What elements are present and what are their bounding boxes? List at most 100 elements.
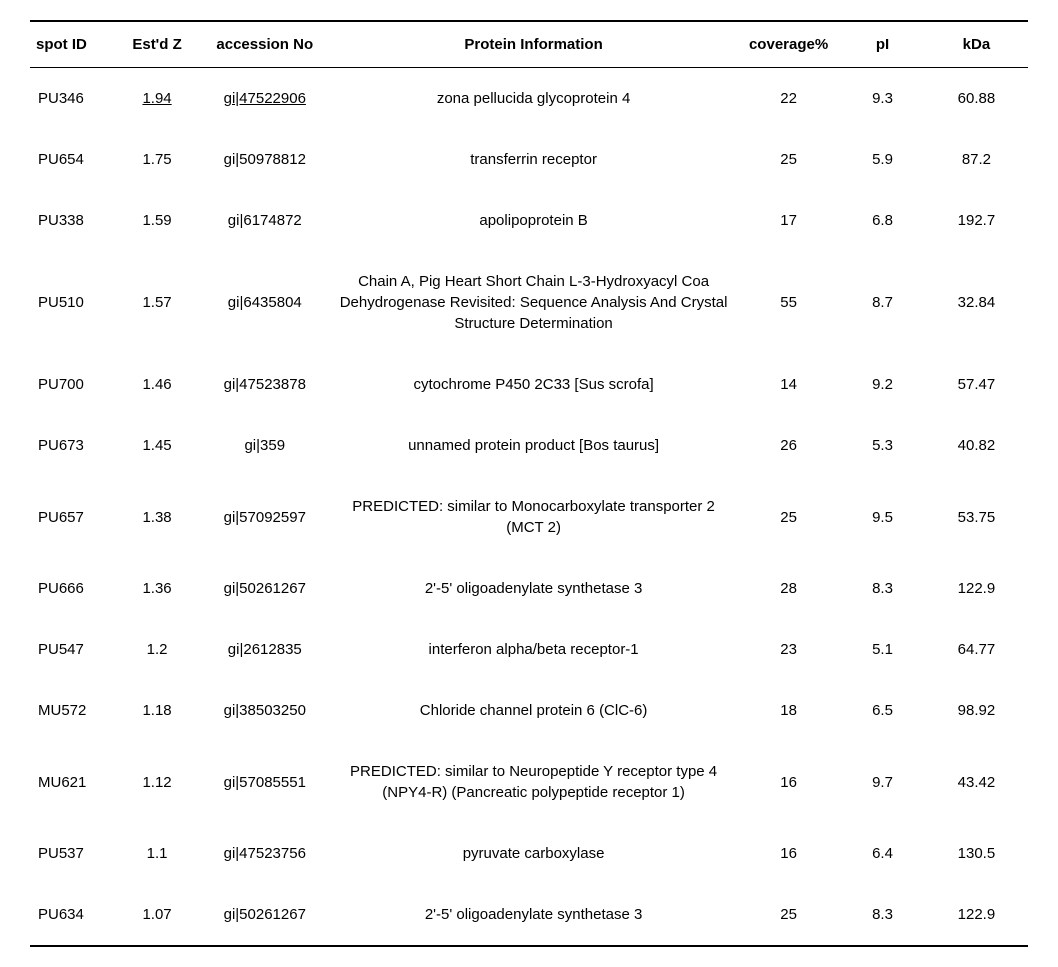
table-row: PU3461.94gi|47522906zona pellucida glyco… [30,68,1028,130]
cell-accession: gi|50261267 [199,884,330,946]
cell-est-z: 1.59 [115,190,200,251]
cell-est-z: 1.45 [115,415,200,476]
cell-spot-id: PU666 [30,558,115,619]
cell-spot-id: PU346 [30,68,115,130]
cell-accession: gi|57085551 [199,741,330,823]
cell-est-z: 1.46 [115,354,200,415]
cell-est-z: 1.75 [115,129,200,190]
header-accession: accession No [199,21,330,68]
cell-protein-info: Chloride channel protein 6 (ClC-6) [330,680,737,741]
table-row: MU6211.12gi|57085551PREDICTED: similar t… [30,741,1028,823]
cell-est-z: 1.12 [115,741,200,823]
cell-coverage: 16 [737,741,840,823]
cell-est-z: 1.18 [115,680,200,741]
cell-pi: 9.2 [840,354,925,415]
cell-est-z: 1.1 [115,823,200,884]
cell-accession: gi|47523756 [199,823,330,884]
cell-coverage: 25 [737,884,840,946]
cell-spot-id: PU700 [30,354,115,415]
cell-est-z: 1.38 [115,476,200,558]
cell-spot-id: MU572 [30,680,115,741]
cell-kda: 122.9 [925,884,1028,946]
header-coverage: coverage% [737,21,840,68]
cell-coverage: 25 [737,476,840,558]
table-row: PU6341.07gi|502612672'-5' oligoadenylate… [30,884,1028,946]
cell-coverage: 16 [737,823,840,884]
cell-spot-id: PU657 [30,476,115,558]
cell-pi: 8.3 [840,884,925,946]
cell-spot-id: PU634 [30,884,115,946]
cell-accession: gi|57092597 [199,476,330,558]
cell-accession: gi|6174872 [199,190,330,251]
cell-pi: 8.3 [840,558,925,619]
cell-spot-id: PU654 [30,129,115,190]
cell-pi: 8.7 [840,251,925,354]
cell-pi: 5.1 [840,619,925,680]
cell-protein-info: apolipoprotein B [330,190,737,251]
cell-coverage: 18 [737,680,840,741]
cell-accession: gi|47522906 [199,68,330,130]
cell-pi: 9.5 [840,476,925,558]
cell-kda: 43.42 [925,741,1028,823]
cell-kda: 32.84 [925,251,1028,354]
cell-pi: 9.7 [840,741,925,823]
cell-protein-info: cytochrome P450 2C33 [Sus scrofa] [330,354,737,415]
table-row: PU6571.38gi|57092597PREDICTED: similar t… [30,476,1028,558]
cell-protein-info: interferon alpha/beta receptor-1 [330,619,737,680]
cell-accession: gi|50261267 [199,558,330,619]
cell-protein-info: Chain A, Pig Heart Short Chain L-3-Hydro… [330,251,737,354]
table-row: PU6731.45gi|359unnamed protein product [… [30,415,1028,476]
table-row: PU5371.1gi|47523756pyruvate carboxylase1… [30,823,1028,884]
cell-coverage: 28 [737,558,840,619]
cell-spot-id: PU537 [30,823,115,884]
header-kda: kDa [925,21,1028,68]
cell-accession: gi|50978812 [199,129,330,190]
cell-protein-info: 2'-5' oligoadenylate synthetase 3 [330,884,737,946]
cell-accession: gi|38503250 [199,680,330,741]
cell-pi: 9.3 [840,68,925,130]
cell-accession: gi|359 [199,415,330,476]
cell-spot-id: PU510 [30,251,115,354]
cell-spot-id: PU673 [30,415,115,476]
table-row: PU5471.2gi|2612835interferon alpha/beta … [30,619,1028,680]
cell-coverage: 22 [737,68,840,130]
cell-accession: gi|6435804 [199,251,330,354]
cell-protein-info: transferrin receptor [330,129,737,190]
cell-kda: 60.88 [925,68,1028,130]
table-row: PU6541.75gi|50978812transferrin receptor… [30,129,1028,190]
cell-coverage: 23 [737,619,840,680]
cell-kda: 98.92 [925,680,1028,741]
cell-kda: 40.82 [925,415,1028,476]
cell-protein-info: zona pellucida glycoprotein 4 [330,68,737,130]
cell-accession: gi|47523878 [199,354,330,415]
cell-spot-id: PU547 [30,619,115,680]
cell-kda: 122.9 [925,558,1028,619]
cell-est-z: 1.57 [115,251,200,354]
header-pi: pI [840,21,925,68]
cell-pi: 6.8 [840,190,925,251]
protein-table: spot ID Est'd Z accession No Protein Inf… [30,20,1028,947]
cell-kda: 130.5 [925,823,1028,884]
cell-coverage: 55 [737,251,840,354]
table-row: PU6661.36gi|502612672'-5' oligoadenylate… [30,558,1028,619]
cell-kda: 53.75 [925,476,1028,558]
cell-protein-info: PREDICTED: similar to Monocarboxylate tr… [330,476,737,558]
cell-spot-id: PU338 [30,190,115,251]
cell-pi: 6.4 [840,823,925,884]
cell-accession: gi|2612835 [199,619,330,680]
header-spot-id: spot ID [30,21,115,68]
cell-kda: 87.2 [925,129,1028,190]
cell-est-z: 1.2 [115,619,200,680]
cell-coverage: 14 [737,354,840,415]
cell-protein-info: 2'-5' oligoadenylate synthetase 3 [330,558,737,619]
cell-kda: 64.77 [925,619,1028,680]
cell-protein-info: PREDICTED: similar to Neuropeptide Y rec… [330,741,737,823]
cell-protein-info: pyruvate carboxylase [330,823,737,884]
cell-coverage: 25 [737,129,840,190]
table-row: PU3381.59gi|6174872apolipoprotein B176.8… [30,190,1028,251]
table-row: MU5721.18gi|38503250Chloride channel pro… [30,680,1028,741]
table-body: PU3461.94gi|47522906zona pellucida glyco… [30,68,1028,947]
header-protein-info: Protein Information [330,21,737,68]
header-row: spot ID Est'd Z accession No Protein Inf… [30,21,1028,68]
cell-est-z: 1.07 [115,884,200,946]
